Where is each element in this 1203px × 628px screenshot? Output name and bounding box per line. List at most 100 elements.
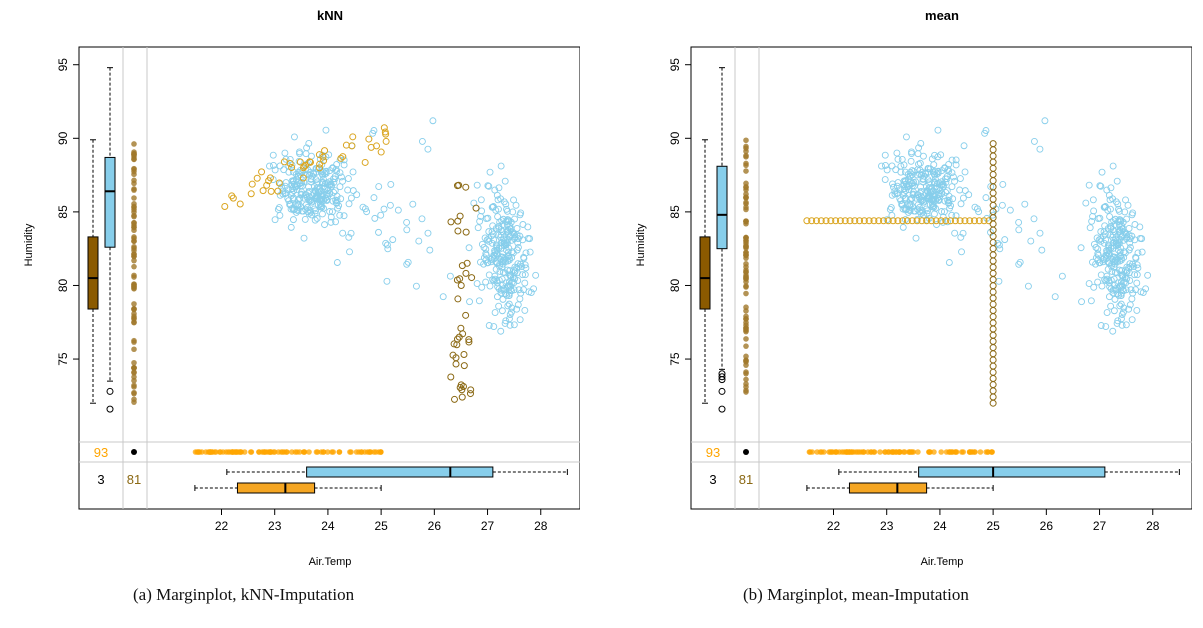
observed-point <box>1030 215 1038 223</box>
strip-point-y <box>131 310 137 317</box>
observed-point <box>1102 277 1110 284</box>
caption-mean: (b) Marginplot, mean-Imputation <box>743 585 969 604</box>
observed-point <box>505 315 513 323</box>
imputed-airtemp-point <box>989 152 997 160</box>
observed-point <box>1128 295 1136 303</box>
observed-point <box>478 207 486 215</box>
imputed-airtemp-point <box>467 386 475 394</box>
marginplot-knn: kNN 75 80 85 90 95 22 23 24 25 26 27 28 Air.Temp Humid… <box>23 8 580 568</box>
strip-point-y <box>743 148 749 155</box>
strip-point-x <box>318 449 325 455</box>
observed-point <box>509 208 517 216</box>
strip-point-x <box>301 449 308 455</box>
observed-point <box>497 162 505 170</box>
imputed-humidity-point <box>319 153 327 161</box>
observed-point <box>326 181 334 189</box>
observed-point <box>339 177 346 185</box>
observed-point <box>1127 286 1135 294</box>
imputed-humidity-point <box>884 217 892 225</box>
strip-point-x <box>248 449 254 455</box>
observed-point <box>1117 300 1125 308</box>
observed-point <box>1118 321 1126 329</box>
observed-point <box>1122 196 1129 204</box>
observed-point <box>982 194 990 202</box>
observed-point <box>952 161 960 169</box>
observed-point <box>305 171 313 179</box>
observed-point <box>475 297 483 305</box>
x-tick-label: 26 <box>1040 519 1054 533</box>
observed-point <box>1097 322 1105 329</box>
strip-point-x <box>882 449 889 455</box>
chart-title: kNN <box>317 8 343 23</box>
observed-point <box>317 203 325 211</box>
observed-point <box>888 162 896 170</box>
observed-point <box>465 244 473 252</box>
strip-point-y <box>743 275 749 282</box>
imputed-humidity-point <box>266 174 274 182</box>
observed-point <box>503 205 510 213</box>
observed-point <box>917 171 925 179</box>
observed-point <box>485 237 493 245</box>
observed-point <box>500 286 508 294</box>
observed-point <box>497 256 505 264</box>
strip-point-x <box>988 449 995 455</box>
strip-point-x <box>972 449 978 455</box>
imputed-airtemp-point <box>454 295 462 303</box>
observed-point <box>349 187 357 195</box>
imputed-airtemp-point <box>989 362 997 370</box>
imputed-airtemp-point <box>989 245 997 253</box>
observed-point <box>905 186 913 194</box>
observed-point <box>934 169 942 177</box>
strip-point-y <box>131 168 137 175</box>
observed-point <box>486 282 494 290</box>
imputed-airtemp-point <box>989 158 997 166</box>
observed-point <box>1086 224 1094 232</box>
strip-point-x <box>194 449 200 455</box>
imputed-airtemp-point <box>989 189 997 197</box>
observed-point <box>489 276 497 284</box>
observed-point <box>383 241 391 249</box>
imputed-humidity-point <box>870 217 878 225</box>
observed-point <box>426 246 434 254</box>
strip-point-y <box>131 399 137 405</box>
observed-point <box>506 281 514 289</box>
observed-point <box>517 209 525 217</box>
observed-point <box>1133 306 1141 314</box>
observed-point <box>495 302 503 310</box>
observed-point <box>499 221 507 229</box>
observed-point <box>276 162 284 170</box>
observed-points <box>266 117 540 335</box>
observed-point <box>1094 245 1102 253</box>
x-tick-label: 25 <box>374 519 388 533</box>
observed-point <box>496 260 504 268</box>
observed-point <box>349 168 357 176</box>
observed-point <box>1102 323 1110 330</box>
strip-point-y <box>131 384 137 390</box>
observed-point <box>1107 205 1114 213</box>
x-axis-label: Air.Temp <box>921 556 964 568</box>
observed-point <box>509 274 517 282</box>
outlier <box>718 376 726 384</box>
x-tick-label: 25 <box>986 519 1000 533</box>
observed-point <box>484 182 492 190</box>
x-tick-label: 26 <box>428 519 442 533</box>
observed-point <box>948 183 956 191</box>
observed-point <box>526 235 534 243</box>
observed-point <box>340 212 348 220</box>
box <box>104 156 116 248</box>
observed-point <box>305 139 313 147</box>
imputed-humidity-point <box>961 217 969 225</box>
observed-point <box>1111 253 1119 261</box>
observed-point <box>959 229 967 237</box>
observed-point <box>327 218 335 226</box>
strip-point-x <box>361 449 368 455</box>
boxplot-humidity-imputed <box>699 139 711 404</box>
strip-point-x <box>868 449 874 455</box>
observed-point <box>403 260 411 268</box>
strip-point-y <box>131 274 137 280</box>
strip-point-y <box>743 325 749 331</box>
strip-point-y <box>743 218 749 225</box>
imputed-airtemp-point <box>989 251 997 259</box>
observed-point <box>1119 282 1126 290</box>
observed-point <box>344 186 352 194</box>
